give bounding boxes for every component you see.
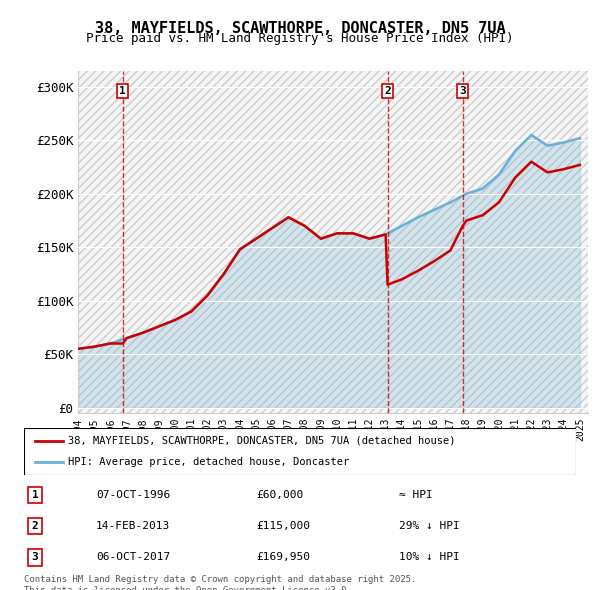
FancyBboxPatch shape	[24, 428, 576, 475]
Text: 3: 3	[32, 552, 38, 562]
Text: 07-OCT-1996: 07-OCT-1996	[96, 490, 170, 500]
Text: 3: 3	[460, 86, 466, 96]
Text: 38, MAYFIELDS, SCAWTHORPE, DONCASTER, DN5 7UA: 38, MAYFIELDS, SCAWTHORPE, DONCASTER, DN…	[95, 21, 505, 35]
Text: 38, MAYFIELDS, SCAWTHORPE, DONCASTER, DN5 7UA (detached house): 38, MAYFIELDS, SCAWTHORPE, DONCASTER, DN…	[68, 436, 455, 446]
Text: Contains HM Land Registry data © Crown copyright and database right 2025.
This d: Contains HM Land Registry data © Crown c…	[24, 575, 416, 590]
Text: 2: 2	[384, 86, 391, 96]
Text: HPI: Average price, detached house, Doncaster: HPI: Average price, detached house, Donc…	[68, 457, 349, 467]
Text: 10% ↓ HPI: 10% ↓ HPI	[400, 552, 460, 562]
Text: 06-OCT-2017: 06-OCT-2017	[96, 552, 170, 562]
Text: 1: 1	[119, 86, 126, 96]
Text: 29% ↓ HPI: 29% ↓ HPI	[400, 521, 460, 531]
Text: 14-FEB-2013: 14-FEB-2013	[96, 521, 170, 531]
Text: £60,000: £60,000	[256, 490, 303, 500]
Text: 2: 2	[32, 521, 38, 531]
Text: £115,000: £115,000	[256, 521, 310, 531]
Text: ≈ HPI: ≈ HPI	[400, 490, 433, 500]
Text: 1: 1	[32, 490, 38, 500]
Text: £169,950: £169,950	[256, 552, 310, 562]
Text: Price paid vs. HM Land Registry's House Price Index (HPI): Price paid vs. HM Land Registry's House …	[86, 32, 514, 45]
